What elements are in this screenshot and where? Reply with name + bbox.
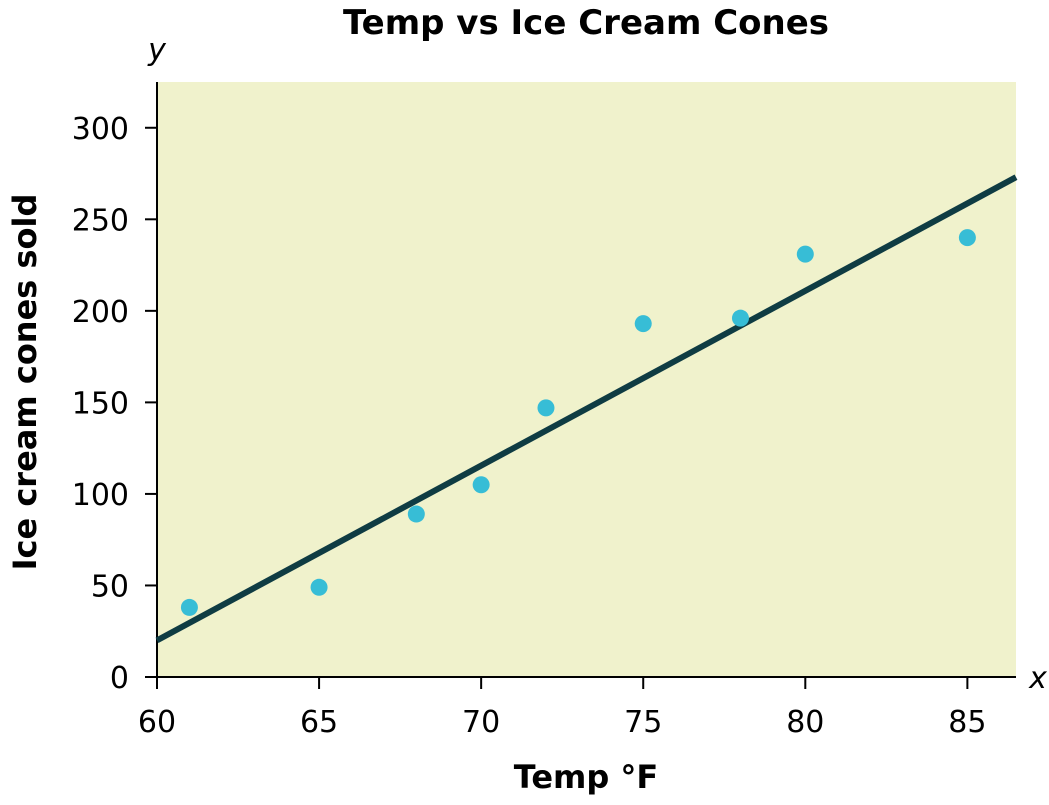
data-point [472, 476, 490, 494]
x-tick-label: 75 [624, 705, 662, 740]
data-point [634, 315, 652, 333]
y-tick-label: 150 [72, 386, 129, 421]
data-point [731, 309, 749, 327]
data-point [310, 578, 328, 596]
chart-title: Temp vs Ice Cream Cones [343, 3, 829, 43]
x-tick-label: 85 [948, 705, 986, 740]
data-point [796, 245, 814, 263]
x-tick-label: 80 [786, 705, 824, 740]
x-tick-label: 70 [462, 705, 500, 740]
y-tick-label: 300 [72, 112, 129, 147]
y-tick-label: 250 [72, 203, 129, 238]
y-tick-label: 0 [110, 661, 129, 696]
data-point [407, 505, 425, 523]
data-point [180, 598, 198, 616]
y-tick-label: 200 [72, 295, 129, 330]
x-tick-label: 60 [138, 705, 176, 740]
y-axis-title: Ice cream cones sold [6, 194, 44, 571]
y-axis-variable: y [147, 33, 167, 68]
trend-line [155, 174, 1018, 644]
axis-ticks: 60 65 70 75 80 85 0 50 100 150 200 250 300 [72, 112, 987, 740]
y-tick-label: 50 [91, 569, 129, 604]
plot-area [157, 82, 1016, 677]
data-point [958, 229, 976, 247]
y-tick-label: 100 [72, 478, 129, 513]
data-points [180, 229, 976, 616]
x-axis-variable: x [1028, 661, 1047, 696]
data-point [537, 399, 555, 417]
x-tick-label: 65 [300, 705, 338, 740]
x-axis-title: Temp °F [514, 758, 659, 796]
